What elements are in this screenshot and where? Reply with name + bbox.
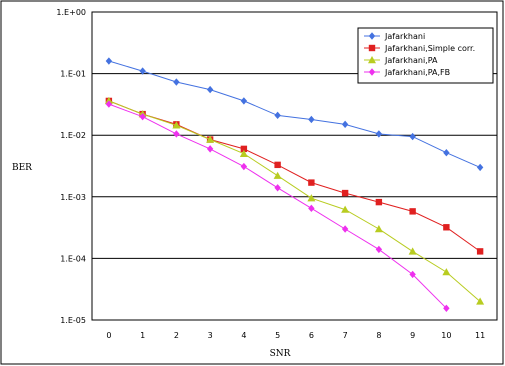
data-point: [274, 161, 281, 169]
data-point: [375, 245, 383, 254]
x-tick-label: 8: [376, 331, 381, 340]
data-point: [274, 111, 281, 120]
x-tick-label: 9: [410, 331, 415, 340]
data-point: [308, 179, 315, 186]
data-point: [105, 57, 113, 65]
legend-entry: Jafarkhani,PA,FB: [384, 68, 450, 77]
x-tick-label: 11: [475, 331, 485, 340]
x-tick-label: 3: [208, 331, 213, 340]
data-point: [273, 171, 282, 179]
data-point: [206, 145, 214, 153]
data-point: [368, 32, 376, 40]
data-point: [341, 120, 349, 129]
data-point: [308, 204, 315, 213]
series-group: [105, 100, 450, 312]
x-tick-label: 2: [174, 331, 179, 340]
y-tick-label: 1.E-01: [60, 70, 86, 79]
data-point: [442, 268, 451, 276]
legend-entry: Jafarkhani: [384, 32, 425, 41]
x-tick-label: 7: [343, 331, 348, 340]
legend: Jafarkhani Jafarkhani,Simple corr. Jafarkh…: [357, 27, 494, 84]
data-point: [409, 132, 416, 141]
data-point: [409, 208, 416, 215]
data-point: [443, 148, 450, 157]
data-point: [341, 225, 349, 233]
series-layer: [104, 57, 485, 312]
data-point: [239, 149, 248, 157]
data-point: [443, 224, 450, 231]
data-point: [443, 304, 450, 312]
data-point: [341, 205, 350, 213]
x-tick-labels: 0 1 2 3 4 5 6 7 8 9 10 11: [106, 331, 485, 340]
data-point: [368, 44, 376, 52]
data-point: [374, 225, 383, 233]
y-tick-label: 1.E-03: [60, 193, 86, 202]
legend-box: [357, 27, 494, 84]
data-point: [206, 135, 215, 143]
data-point: [476, 297, 485, 305]
data-point: [368, 68, 376, 76]
data-point: [139, 67, 146, 75]
data-point: [368, 56, 376, 64]
data-point: [476, 248, 484, 255]
data-point: [240, 162, 248, 171]
y-tick-label: 1.E+00: [56, 8, 86, 17]
x-tick-label: 1: [140, 331, 145, 340]
y-tick-label: 1.E-04: [60, 254, 86, 263]
series-line: [108, 60, 481, 168]
data-point: [105, 100, 113, 108]
data-point: [307, 194, 316, 202]
data-point: [308, 115, 315, 124]
x-tick-label: 5: [275, 331, 280, 340]
y-tick-labels: 1.E+00 1.E-01 1.E-02 1.E-03 1.E-04 1.E-05: [56, 8, 86, 325]
legend-entry: Jafarkhani,PA: [384, 56, 438, 65]
data-point: [408, 247, 417, 255]
data-point: [240, 145, 248, 153]
series-line: [108, 100, 481, 252]
plot-area: [91, 11, 498, 321]
y-axis-label: BER: [12, 163, 32, 173]
x-tick-label: 4: [241, 331, 246, 340]
x-tick-label: 0: [106, 331, 111, 340]
x-tick-label: 10: [441, 331, 451, 340]
data-point: [240, 97, 248, 105]
data-point: [341, 189, 349, 197]
data-point: [409, 270, 416, 279]
legend-entry: Jafarkhani,Simple corr.: [384, 44, 475, 53]
x-axis-label: SNR: [270, 349, 291, 359]
y-tick-label: 1.E-02: [60, 131, 86, 140]
data-point: [173, 78, 180, 86]
data-point: [173, 130, 180, 138]
data-point: [172, 121, 181, 129]
data-point: [139, 112, 146, 121]
data-point: [375, 198, 383, 206]
data-point: [375, 130, 383, 138]
data-point: [274, 184, 281, 192]
series-group: [105, 57, 484, 172]
data-point: [476, 163, 484, 172]
y-tick-label: 1.E-05: [60, 316, 86, 325]
series-line: [108, 100, 481, 302]
x-tick-label: 6: [309, 331, 314, 340]
data-point: [206, 85, 214, 94]
